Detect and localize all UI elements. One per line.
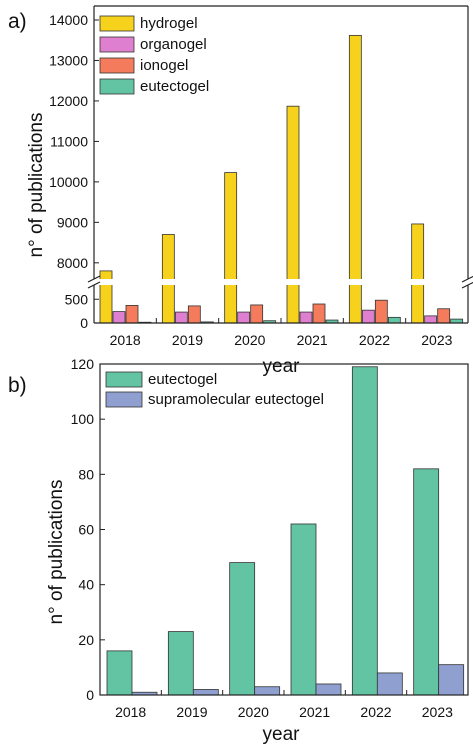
x-tick-label: 2022 xyxy=(360,704,391,720)
y-tick-label: 80 xyxy=(78,466,94,482)
x-tick-label: 2019 xyxy=(176,704,207,720)
bar-break-gap-hydrogel-2023 xyxy=(410,279,425,285)
y-tick-label: 12000 xyxy=(49,93,88,109)
y-tick-label: 0 xyxy=(86,687,94,703)
panel-a-legend: hydrogel organogel ionogel eutectogel xyxy=(99,15,209,95)
x-tick-label: 2021 xyxy=(297,332,328,348)
bar-organogel-2023 xyxy=(424,315,438,324)
panel-a-x-axis-label: year xyxy=(263,356,301,377)
y-axis-break-mark xyxy=(87,281,101,289)
y-tick-label: 60 xyxy=(78,522,94,538)
legend-swatch-hydrogel xyxy=(99,15,135,32)
x-tick-label: 2023 xyxy=(421,332,452,348)
bar-ionogel-2023 xyxy=(437,308,451,324)
bar-eutectogel-2023 xyxy=(413,468,440,696)
legend-label-eutectogel: eutectogel xyxy=(148,371,217,388)
bar-hydrogel-2023 xyxy=(411,223,425,324)
x-tick-label: 2020 xyxy=(238,704,269,720)
x-tick-label: 2022 xyxy=(359,332,390,348)
right-axis-break-mark xyxy=(461,275,473,283)
panel-b-bars xyxy=(106,366,465,696)
bar-organogel-2021 xyxy=(299,311,313,324)
bar-break-gap-hydrogel-2022 xyxy=(348,279,363,285)
bar-supramolecular-eutectogel-2022 xyxy=(376,672,403,696)
panel-b-chart: b) n° of publications year 2018 2019 2020 2… xyxy=(8,356,469,745)
legend-swatch-eutectogel xyxy=(105,371,143,388)
y-tick-label: 40 xyxy=(78,577,94,593)
bar-hydrogel-2019 xyxy=(161,234,175,324)
y-tick-label: 10000 xyxy=(49,174,88,190)
legend-label-eutectogel: eutectogel xyxy=(140,78,209,95)
bar-hydrogel-2020 xyxy=(224,172,238,324)
bar-eutectogel-2022 xyxy=(387,316,401,324)
plot-frame xyxy=(99,363,469,696)
bar-eutectogel-2019 xyxy=(167,631,194,696)
x-tick-label: 2018 xyxy=(115,704,146,720)
panel-b-axes: 2018 2019 2020 2021 2022 2023 0 20 40 60 80 100 120 xyxy=(71,356,469,720)
y-tick-label: 11000 xyxy=(50,133,88,149)
bar-break-gap-hydrogel-2019 xyxy=(161,279,176,285)
x-tick-label: 2020 xyxy=(234,332,265,348)
bar-eutectogel-2022 xyxy=(351,366,378,696)
bar-ionogel-2018 xyxy=(125,305,139,324)
y-tick-label: 100 xyxy=(71,411,95,427)
legend-label-organogel: organogel xyxy=(140,36,207,53)
x-tick-label: 2021 xyxy=(299,704,330,720)
legend-swatch-supramolecular-eutectogel xyxy=(105,391,143,408)
legend-label-hydrogel: hydrogel xyxy=(140,15,198,32)
bar-ionogel-2020 xyxy=(250,304,264,324)
bar-organogel-2022 xyxy=(361,309,375,324)
bar-hydrogel-2018 xyxy=(99,270,113,324)
bar-eutectogel-2020 xyxy=(229,562,256,696)
y-axis-break-mark xyxy=(87,275,101,283)
bar-organogel-2018 xyxy=(112,311,126,324)
panel-b-label: b) xyxy=(8,374,27,397)
bar-eutectogel-2018 xyxy=(106,650,133,696)
x-tick-label: 2018 xyxy=(110,332,141,348)
bar-ionogel-2021 xyxy=(312,303,326,324)
bar-ionogel-2019 xyxy=(187,305,201,324)
bar-break-gap-hydrogel-2021 xyxy=(286,279,300,285)
bar-supramolecular-eutectogel-2020 xyxy=(254,686,281,696)
panel-b-y-axis-label: n° of publications xyxy=(46,480,67,625)
y-tick-label: 20 xyxy=(78,632,94,648)
legend-label-supramolecular-eutectogel: supramolecular eutectogel xyxy=(148,391,324,408)
bar-supramolecular-eutectogel-2021 xyxy=(315,683,342,696)
bar-hydrogel-2021 xyxy=(286,105,300,324)
y-tick-label: 9000 xyxy=(57,214,88,230)
x-tick-label: 2019 xyxy=(172,332,203,348)
legend-swatch-organogel xyxy=(99,36,135,53)
panel-a-label: a) xyxy=(8,10,27,33)
y-tick-label: 8000 xyxy=(57,255,88,271)
legend-swatch-eutectogel xyxy=(99,78,135,95)
y-tick-label: 13000 xyxy=(49,52,88,68)
panel-b-x-axis-label: year xyxy=(263,724,301,745)
bar-ionogel-2022 xyxy=(374,299,388,324)
bar-supramolecular-eutectogel-2019 xyxy=(192,689,219,696)
panel-a-axes: 2018 2019 2020 2021 2022 2023 8000 9000 10000 110… xyxy=(49,5,473,348)
panel-b-legend: eutectogel supramolecular eutectogel xyxy=(105,371,324,408)
bar-eutectogel-2021 xyxy=(290,523,317,696)
bar-break-gap-hydrogel-2020 xyxy=(223,279,238,285)
right-axis-break-mark xyxy=(461,281,473,289)
bar-break-gap-hydrogel-2018 xyxy=(99,279,113,285)
y-tick-label: 0 xyxy=(80,315,88,331)
legend-swatch-ionogel xyxy=(99,57,135,74)
panel-a-chart: a) n° of publications year 2018 2019 2020 2… xyxy=(8,5,473,377)
x-tick-label: 2023 xyxy=(422,704,453,720)
y-tick-label: 120 xyxy=(71,356,95,372)
bar-organogel-2020 xyxy=(237,311,251,324)
bar-supramolecular-eutectogel-2023 xyxy=(438,664,465,696)
bar-organogel-2019 xyxy=(174,311,188,324)
legend-label-ionogel: ionogel xyxy=(140,57,188,74)
y-tick-label: 14000 xyxy=(49,12,88,28)
panel-a-y-axis-label: n° of publications xyxy=(26,113,47,258)
y-tick-label: 500 xyxy=(65,291,89,307)
